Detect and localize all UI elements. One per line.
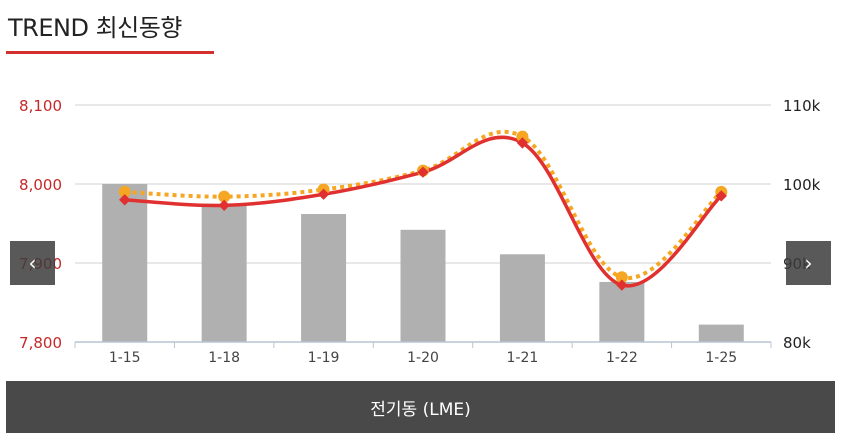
solid-series-point	[218, 199, 230, 211]
y-right-tick-label: 110k	[783, 97, 821, 115]
x-tick-label: 1-20	[407, 350, 439, 366]
x-tick-label: 1-25	[705, 350, 737, 366]
bar	[499, 254, 545, 342]
bar	[400, 229, 446, 342]
solid-series-point	[616, 279, 628, 291]
y-right-tick-label: 100k	[783, 176, 821, 194]
y-left-tick-label: 7,800	[19, 334, 62, 352]
x-axis	[74, 341, 772, 348]
title-underline	[6, 51, 214, 54]
bar	[102, 184, 148, 342]
dotted-series-point	[615, 271, 628, 284]
solid-series-point	[317, 188, 330, 200]
commodity-name: 전기동 (LME)	[370, 399, 471, 420]
prev-button[interactable]: ‹	[10, 241, 55, 285]
bar	[301, 214, 347, 342]
bar	[599, 281, 645, 342]
trend-chart: 8,100110k8,000100k7,90090k7,80080k1-151-…	[19, 97, 821, 366]
solid-series-point	[516, 137, 529, 149]
y-left-tick-label: 8,100	[19, 97, 62, 115]
line-markers	[118, 130, 728, 291]
chevron-right-icon: ›	[804, 251, 813, 275]
dotted-series-point	[516, 130, 529, 143]
y-left-tick-label: 8,000	[19, 176, 62, 194]
chevron-left-icon: ‹	[28, 251, 37, 275]
x-tick-label: 1-19	[308, 350, 340, 366]
volume-bars	[102, 184, 744, 342]
x-tick-label: 1-15	[109, 350, 141, 366]
series-line-dotted	[124, 129, 723, 280]
x-tick-label: 1-18	[208, 350, 240, 366]
bar	[698, 324, 744, 342]
dotted-series-point	[118, 185, 131, 198]
solid-series-point	[715, 190, 727, 202]
next-button[interactable]: ›	[786, 241, 831, 285]
y-right-tick-label: 80k	[783, 334, 811, 352]
bar	[201, 203, 247, 342]
commodity-label-bar: 전기동 (LME)	[6, 381, 835, 433]
solid-series-point	[417, 166, 429, 178]
page-title: TREND 최신동향	[8, 14, 182, 42]
x-tick-label: 1-22	[606, 350, 638, 366]
x-tick-label: 1-21	[507, 350, 539, 366]
dotted-series-point	[218, 190, 231, 203]
